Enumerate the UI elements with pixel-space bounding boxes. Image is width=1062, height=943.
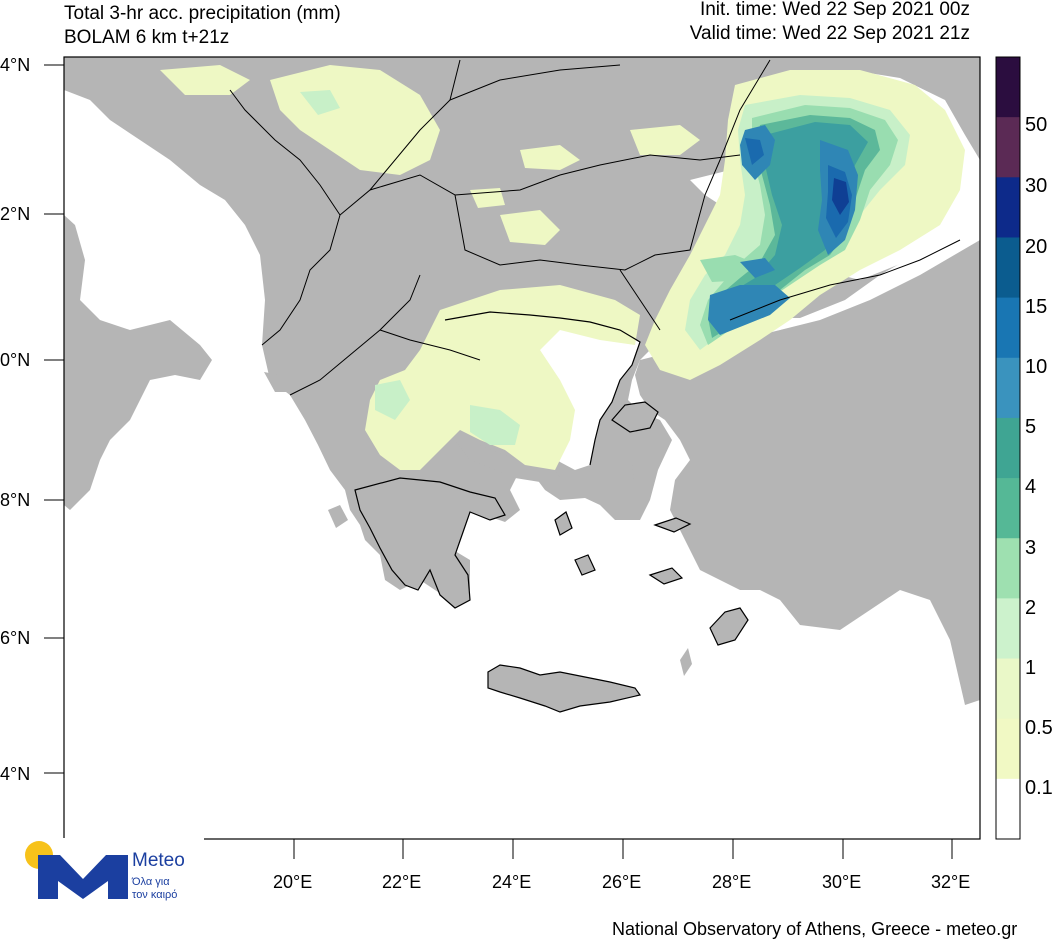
lon-label-30e: 30°E [822, 872, 862, 892]
coastlines [354, 311, 749, 713]
colorbar-swatch [996, 718, 1020, 780]
model-subtitle: BOLAM 6 km t+21z [64, 27, 230, 48]
colorbar-label-2: 2 [1025, 597, 1037, 619]
land-evia [455, 440, 560, 482]
colorbar-frame [995, 56, 1021, 840]
lat-label-36n: 6°N [0, 628, 31, 648]
colorbar-label-0-1: 0.1 [1025, 777, 1053, 799]
meteo-logo: Meteo Όλα για τον καιρό [20, 838, 204, 910]
land-italy [64, 215, 212, 510]
colorbar-swatch [996, 357, 1020, 419]
axis-ticks [44, 64, 953, 859]
colorbar-swatch [996, 177, 1020, 238]
colorbar-swatch [996, 297, 1020, 359]
lat-label-42n: 2°N [0, 204, 31, 224]
colorbar-label-50: 50 [1025, 114, 1048, 136]
colorbar-label-3: 3 [1025, 537, 1037, 559]
country-borders [229, 59, 961, 396]
map-title: Total 3-hr acc. precipitation (mm) [64, 3, 341, 24]
lat-label-34n: 4°N [0, 764, 31, 784]
land-karpathos [680, 648, 692, 676]
colorbar-swatch [996, 658, 1020, 720]
logo-tagline-line1: Όλα για [132, 876, 170, 888]
lon-label-32e: 32°E [931, 872, 971, 892]
lon-label-26e: 26°E [602, 872, 642, 892]
land-samos [655, 518, 690, 532]
colorbar-swatch [996, 417, 1020, 479]
lat-label-38n: 8°N [0, 490, 31, 510]
lon-label-22e: 22°E [382, 872, 422, 892]
colorbar-label-4: 4 [1025, 476, 1037, 498]
valid-time: Valid time: Wed 22 Sep 2021 21z [689, 23, 970, 44]
colorbar-swatch [996, 538, 1020, 599]
lon-label-28e: 28°E [712, 872, 752, 892]
colorbar-swatch [996, 598, 1020, 660]
logo-name: Meteo [132, 850, 185, 871]
colorbar-swatch [996, 117, 1020, 178]
colorbar-label-0-5: 0.5 [1025, 717, 1053, 739]
init-time: Init. time: Wed 22 Sep 2021 00z [699, 0, 970, 20]
land-chios [612, 458, 634, 488]
map-plot-area [64, 57, 980, 839]
land-kefalonia [328, 505, 348, 528]
plot-frame [63, 56, 981, 840]
colorbar-label-30: 30 [1025, 175, 1048, 197]
colorbar-label-15: 15 [1025, 296, 1048, 318]
footer-credit: National Observatory of Athens, Greece -… [612, 919, 1018, 939]
lon-label-20e: 20°E [273, 872, 313, 892]
land-rhodes [710, 608, 748, 645]
colorbar-swatch [996, 478, 1020, 539]
colorbar-swatch [996, 237, 1020, 299]
land-crete [488, 665, 640, 712]
colorbar [995, 56, 1021, 840]
lat-label-40n: 0°N [0, 350, 31, 370]
lon-label-24e: 24°E [492, 872, 532, 892]
colorbar-label-10: 10 [1025, 356, 1048, 378]
colorbar-label-1: 1 [1025, 657, 1037, 679]
logo-tagline-line2: τον καιρό [132, 889, 178, 901]
colorbar-swatch [996, 57, 1020, 118]
colorbar-label-20: 20 [1025, 236, 1048, 258]
land-lesvos [612, 402, 658, 432]
lat-label-44n: 4°N [0, 55, 31, 75]
precip-15 [832, 178, 849, 215]
colorbar-label-5: 5 [1025, 416, 1037, 438]
precip-field [160, 65, 965, 470]
colorbar-swatch [996, 778, 1020, 840]
meteo-m-icon [38, 855, 128, 899]
land-corfu [264, 372, 290, 392]
